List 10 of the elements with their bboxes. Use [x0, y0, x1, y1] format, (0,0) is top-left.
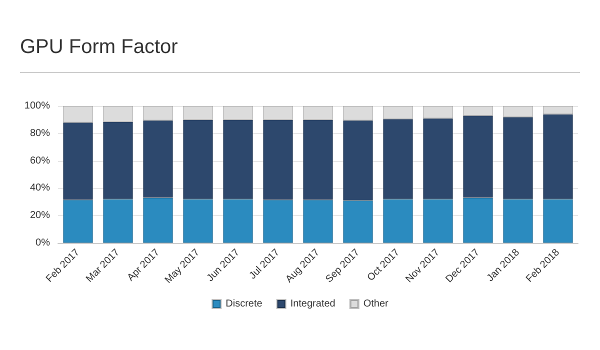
chart-title: GPU Form Factor — [20, 36, 178, 59]
y-tick-label: 40% — [30, 182, 50, 194]
y-tick-label: 80% — [30, 128, 50, 139]
y-tick-label: 60% — [30, 155, 50, 166]
legend-label: Discrete — [226, 298, 263, 310]
y-tick-label: 0% — [36, 238, 50, 248]
y-tick-label: 100% — [24, 100, 50, 112]
legend-label: Integrated — [290, 298, 336, 310]
legend-label: Other — [363, 298, 390, 310]
y-tick-label: 20% — [30, 210, 50, 222]
